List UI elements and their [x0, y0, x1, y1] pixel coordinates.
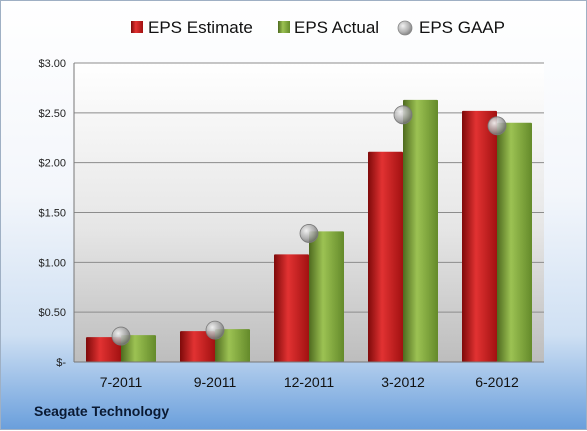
bar-estimate	[368, 151, 403, 362]
y-tick-label: $3.00	[38, 58, 66, 70]
bars	[86, 99, 532, 363]
legend-swatch-gaap	[397, 20, 413, 36]
legend-label-actual: EPS Actual	[294, 18, 379, 37]
gaap-marker	[299, 224, 319, 243]
bar-actual	[497, 122, 532, 362]
gaap-markers	[111, 105, 507, 346]
legend-item-estimate: EPS Estimate	[131, 18, 253, 37]
y-tick-label: $0.50	[38, 307, 66, 319]
x-tick-label: 3-2012	[381, 374, 425, 390]
gaap-marker	[487, 116, 507, 136]
x-tick-label: 7-2011	[100, 374, 143, 390]
company-name: Seagate Technology	[34, 403, 170, 419]
bar-estimate	[86, 337, 121, 362]
legend-label-estimate: EPS Estimate	[148, 18, 253, 37]
y-tick-label: $1.50	[38, 208, 66, 220]
legend: EPS Estimate EPS Actual EPS GAAP	[131, 18, 505, 37]
gaap-marker	[111, 326, 131, 346]
y-tick-label: $1.00	[38, 257, 66, 269]
x-tick-label: 6-2012	[475, 374, 519, 390]
y-tick-label: $2.50	[38, 108, 66, 120]
bar-actual	[309, 231, 344, 362]
x-tick-label: 9-2011	[194, 374, 237, 390]
bar-actual	[403, 99, 438, 363]
bar-estimate	[462, 110, 497, 362]
legend-label-gaap: EPS GAAP	[419, 18, 505, 37]
legend-item-actual: EPS Actual	[278, 18, 379, 37]
gaap-marker	[205, 320, 225, 340]
legend-swatch-estimate	[131, 21, 143, 33]
legend-swatch-actual	[278, 21, 290, 33]
bar-actual	[215, 329, 250, 362]
x-axis-labels: 7-2011 9-2011 12-2011 3-2012 6-2012	[100, 374, 519, 390]
legend-item-gaap: EPS GAAP	[397, 18, 505, 37]
bar-estimate	[274, 254, 309, 362]
y-tick-label: $2.00	[38, 158, 66, 170]
gaap-marker	[393, 105, 413, 125]
y-axis-ticks: $- $0.50 $1.00 $1.50 $2.00 $2.50 $3.00	[38, 58, 66, 369]
x-tick-label: 12-2011	[284, 374, 335, 390]
bar-estimate	[180, 331, 215, 362]
y-tick-label: $-	[56, 357, 66, 369]
bar-actual	[121, 335, 156, 362]
